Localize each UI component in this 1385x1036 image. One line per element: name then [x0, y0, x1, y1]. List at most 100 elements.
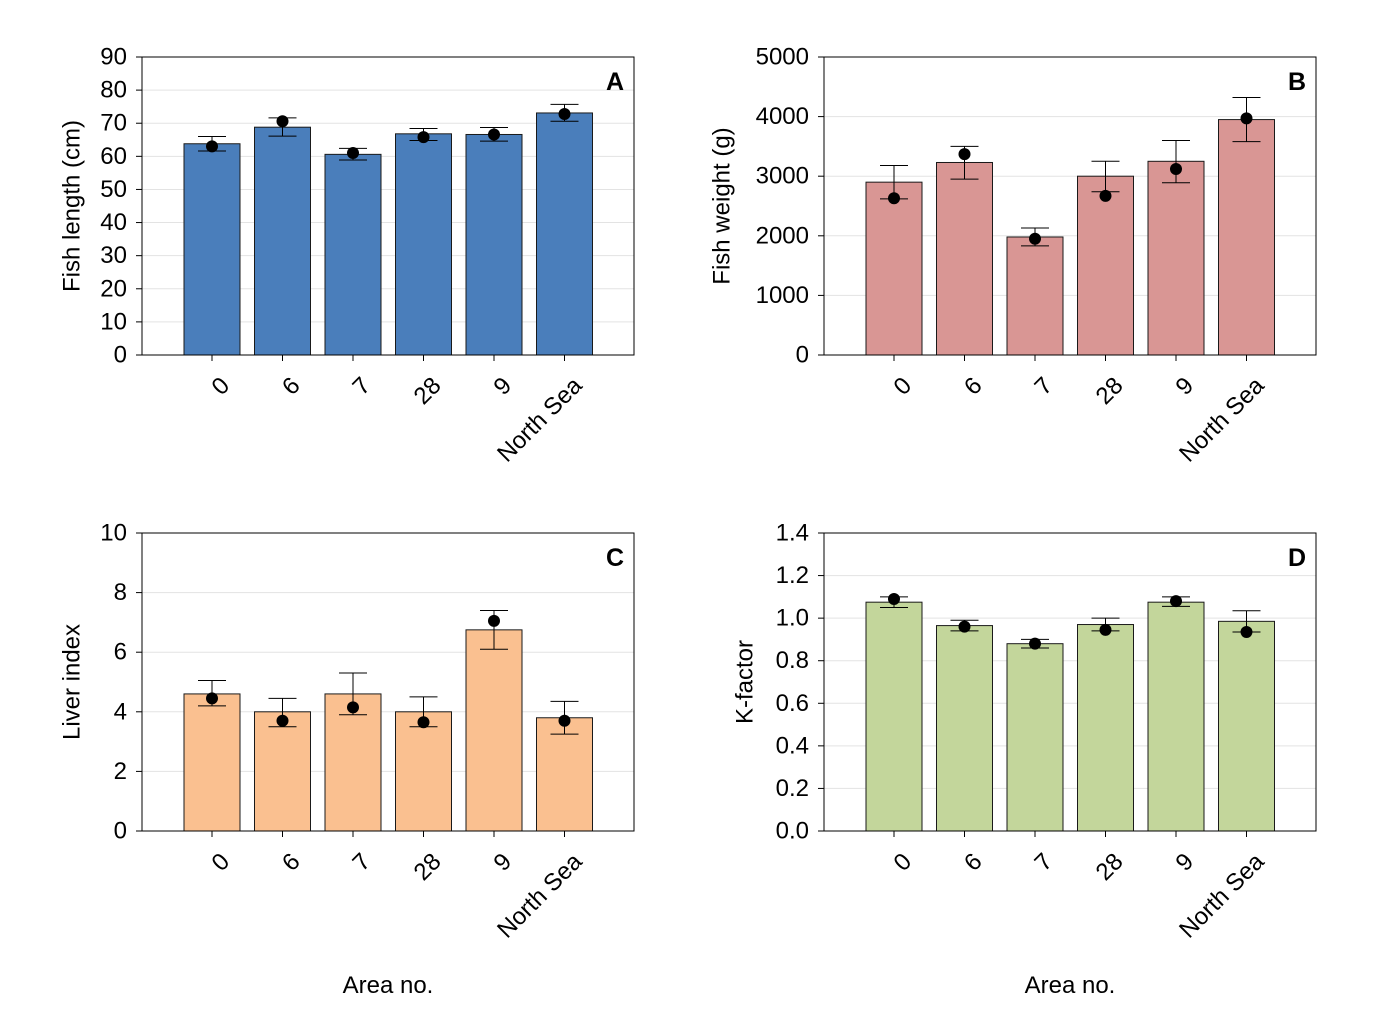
median-point: [1170, 163, 1182, 176]
y-tick-label: 1000: [756, 282, 809, 309]
y-tick-label: 3000: [756, 163, 809, 190]
bar: [936, 625, 993, 832]
y-axis-title: Fish length (cm): [59, 120, 86, 292]
bar: [183, 693, 241, 832]
y-tick-label: 70: [100, 110, 127, 137]
y-tick-label: 60: [100, 143, 127, 170]
y-axis-title: Fish weight (g): [709, 127, 736, 284]
bar: [1077, 624, 1134, 832]
x-tick-label: 9: [1171, 848, 1200, 877]
plot-frame: [141, 56, 635, 356]
median-point: [1029, 232, 1041, 245]
bar: [1077, 175, 1134, 356]
x-tick-label: 0: [889, 372, 918, 401]
median-point: [1240, 112, 1253, 125]
y-tick-label: 0.4: [776, 732, 809, 759]
x-tick-label: 0: [207, 372, 236, 401]
y-tick-label: 50: [100, 176, 127, 203]
plot-frame: [141, 532, 635, 832]
median-point: [347, 701, 359, 714]
x-tick-label: 7: [348, 848, 377, 877]
y-tick-label: 1.4: [776, 520, 809, 547]
median-point: [1099, 623, 1112, 636]
median-point: [206, 140, 218, 153]
plot-frame: [823, 56, 1317, 356]
bar: [1006, 236, 1064, 356]
x-tick-label: 28: [409, 372, 447, 410]
y-tick-label: 1.0: [776, 605, 809, 632]
median-point: [417, 716, 430, 729]
x-tick-label: 0: [889, 848, 918, 877]
x-tick-label: 9: [1171, 372, 1200, 401]
median-point: [1099, 189, 1112, 202]
median-point: [958, 620, 971, 633]
bar: [1147, 601, 1205, 832]
y-tick-label: 0: [114, 342, 127, 369]
median-point: [888, 192, 900, 205]
bar: [465, 133, 523, 356]
bar: [536, 112, 593, 356]
y-tick-label: 2000: [756, 222, 809, 249]
y-tick-label: 2: [114, 758, 127, 785]
plot-frame: [823, 532, 1317, 832]
x-tick-label: 7: [1030, 848, 1059, 877]
median-point: [1240, 625, 1253, 638]
x-tick-label: 6: [959, 372, 988, 401]
y-tick-label: 5000: [756, 44, 809, 71]
median-point: [558, 107, 571, 120]
y-tick-label: 0.8: [776, 647, 809, 674]
bar: [1147, 160, 1205, 356]
x-tick-label: 6: [277, 848, 306, 877]
bar: [1218, 620, 1275, 832]
median-point: [1029, 637, 1041, 650]
y-tick-label: 0.6: [776, 690, 809, 717]
x-tick-label: 6: [959, 848, 988, 877]
y-tick-label: 8: [114, 579, 127, 606]
x-tick-label: 9: [489, 848, 518, 877]
bar: [395, 711, 452, 832]
y-tick-label: 30: [100, 242, 127, 269]
bar: [465, 629, 523, 832]
bar: [865, 601, 923, 832]
median-point: [488, 128, 500, 141]
x-tick-label: 7: [1030, 372, 1059, 401]
panel-label: D: [1288, 544, 1306, 572]
y-tick-label: 0.2: [776, 775, 809, 802]
y-tick-label: 10: [100, 520, 127, 547]
bar: [395, 133, 452, 356]
x-tick-label: 9: [489, 372, 518, 401]
y-tick-label: 40: [100, 209, 127, 236]
median-point: [417, 131, 430, 144]
median-point: [276, 115, 289, 128]
x-tick-label: 6: [277, 372, 306, 401]
bar: [865, 181, 923, 356]
y-tick-label: 6: [114, 639, 127, 666]
bar: [324, 693, 382, 832]
panel-label: C: [606, 544, 624, 572]
x-tick-label: 28: [1091, 848, 1129, 886]
median-point: [958, 148, 971, 161]
y-tick-label: 1.2: [776, 562, 809, 589]
bar: [254, 711, 311, 832]
panel-label: B: [1288, 68, 1306, 96]
panel-label: A: [606, 68, 624, 96]
y-tick-label: 0: [114, 818, 127, 845]
bar: [254, 126, 311, 356]
x-axis-title-right: Area no.: [1025, 972, 1116, 999]
y-tick-label: 10: [100, 308, 127, 335]
median-point: [347, 147, 359, 160]
y-tick-label: 0: [796, 342, 809, 369]
y-tick-label: 4: [114, 698, 127, 725]
bar: [1006, 643, 1064, 832]
bar: [536, 717, 593, 832]
x-tick-label: 0: [207, 848, 236, 877]
bar: [1218, 119, 1275, 356]
median-point: [558, 714, 571, 727]
median-point: [276, 714, 289, 727]
x-tick-label: 28: [1091, 372, 1129, 410]
x-axis-title-left: Area no.: [343, 972, 434, 999]
